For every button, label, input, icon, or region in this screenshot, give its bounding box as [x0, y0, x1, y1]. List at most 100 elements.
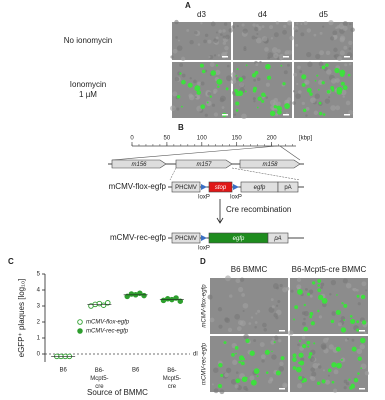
texture [176, 107, 180, 111]
fluorescence [280, 356, 285, 361]
fluorescence [336, 89, 343, 95]
texture [223, 22, 228, 26]
fluorescence [353, 377, 359, 383]
texture [226, 64, 230, 68]
texture [253, 78, 257, 82]
loxp-site [201, 184, 207, 190]
texture [282, 29, 287, 35]
fluorescence [356, 320, 360, 324]
texture [321, 344, 327, 350]
texture [339, 50, 345, 56]
fluorescence [349, 315, 353, 318]
fluorescence [309, 311, 314, 316]
texture [270, 37, 274, 40]
texture [239, 82, 245, 88]
texture [320, 282, 325, 287]
fluorescence [302, 377, 307, 383]
texture [325, 379, 331, 385]
arrow [216, 199, 224, 224]
fluorescence [331, 380, 335, 384]
texture [248, 322, 252, 325]
texture [299, 70, 303, 74]
texture [252, 23, 256, 27]
fluorescence [225, 87, 229, 91]
fluorescence [265, 371, 269, 374]
fluorescence [187, 82, 193, 88]
texture [251, 35, 256, 40]
texture [285, 286, 290, 291]
texture [292, 101, 296, 105]
fluorescence [331, 362, 337, 368]
texture [269, 99, 276, 106]
texture [243, 46, 247, 50]
texture [271, 47, 278, 53]
scale-bar [359, 388, 365, 390]
texture [254, 26, 259, 32]
scale-bar [283, 114, 289, 116]
fluorescence [347, 73, 351, 77]
texture [323, 337, 329, 343]
texture [227, 327, 233, 333]
texture [176, 45, 183, 51]
texture [265, 96, 269, 99]
y-tick-label: 4 [37, 288, 41, 294]
texture [297, 286, 301, 290]
texture [289, 35, 294, 41]
texture [203, 39, 207, 44]
texture [267, 52, 274, 58]
texture [318, 61, 324, 67]
legend-label: mCMV-flox-egfp [86, 320, 130, 326]
texture [304, 287, 308, 291]
texture [333, 34, 338, 39]
fluorescence [217, 85, 220, 88]
texture [254, 321, 258, 324]
texture [177, 39, 180, 42]
element [277, 181, 299, 193]
texture [337, 56, 342, 61]
texture [273, 32, 279, 38]
fluorescence [256, 106, 259, 109]
fluorescence [298, 375, 303, 380]
texture [330, 279, 337, 286]
fluorescence [308, 355, 312, 359]
texture [342, 278, 348, 284]
fluorescence [220, 373, 224, 377]
texture [229, 294, 233, 298]
texture [345, 100, 351, 106]
texture [269, 377, 274, 381]
fluorescence [317, 88, 320, 91]
column-header: d5 [319, 10, 328, 19]
texture [326, 69, 332, 75]
fluorescence [280, 64, 283, 67]
panel-label: B [178, 123, 184, 132]
texture [304, 79, 310, 86]
texture [270, 298, 274, 301]
texture [235, 371, 239, 375]
loxp-site [233, 184, 239, 190]
texture [241, 23, 245, 27]
texture [207, 39, 212, 44]
texture [236, 24, 239, 28]
texture [283, 24, 287, 29]
fluorescence [273, 341, 276, 344]
fluorescence [257, 96, 262, 101]
texture [238, 286, 244, 293]
texture [208, 55, 211, 59]
texture [232, 359, 238, 366]
y-tick-label: 3 [37, 304, 41, 310]
texture [217, 54, 221, 57]
fluorescence [335, 309, 341, 315]
y-tick-label: 2 [37, 320, 41, 326]
fluorescence [235, 352, 237, 355]
texture [300, 357, 305, 362]
texture [345, 381, 350, 386]
texture [283, 70, 288, 75]
texture [242, 302, 249, 309]
texture [296, 22, 299, 25]
texture [340, 357, 346, 363]
fluorescence [348, 378, 351, 381]
row-label: mCMV-rec-egfp [202, 342, 208, 385]
gene-arrow [239, 159, 301, 169]
zoom2 [169, 167, 301, 181]
